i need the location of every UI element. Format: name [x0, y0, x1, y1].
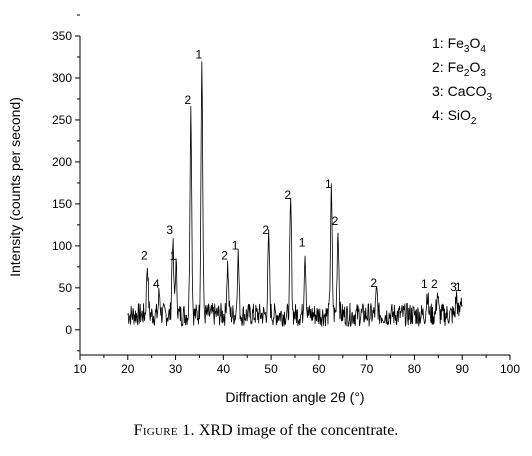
y-tick-label: 100: [52, 239, 72, 253]
peak-label: 2: [332, 214, 339, 228]
y-tick-label: 250: [52, 113, 72, 127]
peak-label: 1: [170, 249, 177, 263]
x-tick-label: 10: [73, 362, 87, 376]
series: [127, 61, 463, 327]
legend: 1: Fe3O4 2: Fe2O3 3: CaCO3 4: SiO2: [432, 35, 492, 127]
x-tick-label: 70: [360, 362, 374, 376]
peak-label: 2: [221, 248, 228, 262]
caption-text: XRD image of the concentrate.: [198, 422, 399, 439]
xrd-chart: 10 20 30 40 50 60 70 80 90 100 0 50 100 150 200 250 300 3…: [7, 14, 520, 405]
y-tick-label: 0: [65, 323, 72, 337]
peak-label: 2: [262, 223, 269, 237]
peak-label: 3: [166, 223, 173, 237]
peak-label: 1: [421, 277, 428, 291]
peak-label: 2: [431, 277, 438, 291]
legend-entry: 3: CaCO3: [432, 83, 492, 103]
x-tick-label: 20: [121, 362, 135, 376]
x-tick-label: 60: [312, 362, 326, 376]
legend-entry: 4: SiO2: [432, 107, 477, 127]
y-tick-label: 150: [52, 197, 72, 211]
x-tick-label: 50: [264, 362, 278, 376]
x-tick-label: 100: [500, 362, 520, 376]
peak-label: 2: [370, 276, 377, 290]
x-axis-title: Diffraction angle 2θ (°): [225, 389, 364, 405]
peak-label: 1: [299, 236, 306, 250]
figure-caption: Figure 1. XRD image of the concentrate.: [0, 422, 532, 440]
xrd-trace: [127, 61, 463, 327]
legend-entry: 2: Fe2O3: [432, 59, 486, 79]
y-tick-label: 300: [52, 71, 72, 85]
peak-label: 1: [455, 280, 462, 294]
x-tick-label: 30: [169, 362, 183, 376]
y-tick-label: 350: [52, 29, 72, 43]
y-tick-label: 50: [59, 281, 73, 295]
peak-label: 1: [232, 238, 239, 252]
peak-label: 2: [284, 188, 291, 202]
x-tick-label: 80: [408, 362, 422, 376]
y-axis-title: Intensity (counts per second): [7, 97, 23, 277]
figure-label: Figure 1.: [133, 422, 195, 439]
x-tick-label: 90: [456, 362, 470, 376]
peak-label: 4: [153, 277, 160, 291]
peak-label: 2: [185, 93, 192, 107]
peak-label: 3: [450, 280, 457, 294]
x-tick-label: 40: [217, 362, 231, 376]
peak-label: 1: [325, 177, 332, 191]
peak-label: 2: [141, 248, 148, 262]
peak-label: 1: [195, 48, 202, 62]
y-tick-label: 200: [52, 155, 72, 169]
legend-entry: 1: Fe3O4: [432, 35, 486, 55]
ticks: 10 20 30 40 50 60 70 80 90 100 0 50 100 150 200 250 300 3…: [52, 14, 520, 376]
